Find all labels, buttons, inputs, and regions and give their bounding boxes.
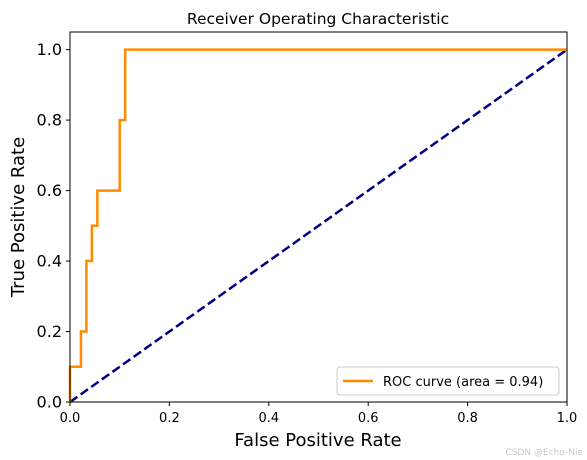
diagonal-reference-line — [69, 48, 568, 404]
y-tick-label: 0.0 — [37, 393, 62, 412]
y-tick-label: 1.0 — [37, 40, 62, 59]
watermark: CSDN @Echo-Nie — [505, 448, 583, 458]
legend-label-roc: ROC curve (area = 0.94) — [383, 375, 543, 390]
plot-area — [70, 32, 567, 402]
x-tick-label: 0.4 — [258, 411, 279, 426]
chart-title: Receiver Operating Characteristic — [187, 10, 449, 28]
axis-ticks: 0.0 0.2 0.4 0.6 0.8 1.0 0.0 0.2 0.4 0.6 0.8 1.0 — [37, 40, 578, 426]
plot-frame — [69, 31, 568, 403]
y-axis-label: True Positive Rate — [8, 137, 29, 298]
y-tick-label: 0.2 — [37, 322, 62, 341]
y-tick-label: 0.4 — [37, 252, 62, 271]
legend-box — [336, 366, 560, 396]
y-tick-label: 0.8 — [37, 111, 62, 130]
series-layer — [68, 48, 568, 404]
x-axis-label: False Positive Rate — [234, 430, 401, 451]
legend: ROC curve (area = 0.94) — [336, 366, 560, 396]
x-tick-label: 0.2 — [159, 411, 180, 426]
y-tick-label: 0.6 — [37, 181, 62, 200]
x-tick-label: 0.0 — [60, 411, 81, 426]
x-tick-label: 1.0 — [557, 411, 578, 426]
x-tick-label: 0.8 — [457, 411, 478, 426]
roc-curve-line — [68, 48, 567, 402]
x-tick-label: 0.6 — [358, 411, 379, 426]
